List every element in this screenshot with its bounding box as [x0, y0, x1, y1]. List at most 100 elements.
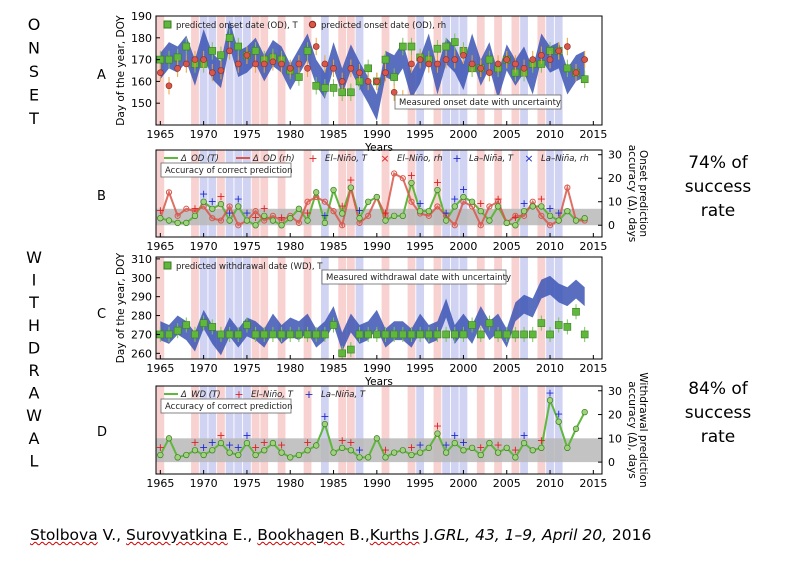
x-tick-label: 2015 — [579, 240, 607, 253]
predicted-rh-point — [243, 51, 251, 59]
el-nino-stripe — [381, 386, 390, 474]
predicted-T-point — [173, 326, 182, 335]
la-nina-stripe — [459, 150, 468, 237]
onset-letter: T — [28, 109, 39, 128]
delta-T-point — [442, 449, 450, 456]
x-tick-label: 1990 — [363, 477, 391, 490]
x-tick-label: 2010 — [536, 240, 564, 253]
el-nino-marker: + — [277, 211, 286, 224]
delta-T-point — [520, 439, 528, 447]
el-nino-stripe — [338, 386, 347, 474]
delta-T-point — [468, 198, 476, 205]
la-nina-stripe — [320, 386, 329, 474]
annotation-box — [160, 398, 292, 414]
predicted-rh-point — [217, 67, 225, 74]
delta-T-point — [183, 451, 190, 459]
el-nino-marker: + — [338, 434, 347, 447]
predicted-rh-point — [174, 65, 181, 72]
el-nino-marker: + — [156, 204, 165, 217]
withdrawal-letter: T — [28, 293, 39, 312]
predicted-rh-point — [234, 60, 242, 68]
y-tick-label: 0 — [608, 456, 615, 469]
el-nino-marker: + — [537, 192, 546, 205]
el-nino-stripe — [346, 257, 355, 359]
delta-T-point — [434, 186, 441, 194]
delta-T-point — [356, 454, 363, 461]
predicted-rh-point — [295, 60, 303, 68]
legend-entry: predicted onset date (OD), rh — [321, 21, 446, 31]
legend-entry: La–Niña, T — [321, 390, 366, 400]
panel-c: 1965 1970 1975 1980 1985 1990 1995 2000 2005 2010… — [97, 252, 607, 388]
y-tick-label: 260 — [131, 347, 152, 360]
x-tick-label: 1970 — [190, 477, 218, 490]
predicted-rh-point — [468, 60, 476, 68]
el-nino-stripe — [338, 257, 347, 359]
predicted-rh-point — [364, 78, 372, 85]
la-nina-stripe — [450, 386, 459, 474]
delta-T-point — [468, 444, 476, 451]
x-tick-label: 1985 — [320, 477, 348, 490]
y-tick-label: 170 — [131, 54, 152, 67]
y-tick-label: 310 — [131, 253, 152, 266]
citation: Stolbova V., Surovyatkina E., Bookhagen … — [30, 526, 651, 544]
el-nino-stripe — [407, 386, 416, 474]
el-nino-stripe — [476, 150, 485, 237]
el-nino-stripe — [217, 150, 225, 237]
la-nina-marker: + — [416, 197, 425, 210]
legend-entry: Δ_OD (T) — [180, 154, 219, 164]
predicted-T-point — [329, 84, 338, 92]
legend-marker: + — [304, 388, 313, 401]
predicted-T-point — [468, 321, 476, 329]
y-tick-label: 20 — [608, 409, 622, 422]
predicted-T-point — [199, 319, 208, 327]
delta-T-point — [494, 449, 502, 456]
delta-T-point — [564, 207, 571, 215]
delta-rh-point — [209, 215, 216, 222]
legend-marker — [163, 261, 172, 270]
el-nino-marker: + — [190, 202, 199, 215]
predicted-rh-point — [494, 60, 502, 68]
predicted-T-point — [528, 330, 537, 339]
legend-entry: El–Niño, T — [325, 154, 368, 164]
el-nino-stripe — [303, 150, 312, 237]
la-nina-marker: + — [519, 197, 528, 210]
el-nino-stripe — [494, 150, 502, 237]
delta-T-point — [165, 217, 173, 224]
predicted-T-point — [208, 47, 217, 55]
legend-marker — [308, 20, 317, 29]
delta-rh-point — [252, 208, 259, 215]
predicted-T-point — [381, 55, 390, 64]
la-nina-stripe — [355, 257, 364, 359]
legend-marker: + — [308, 152, 317, 165]
delta-T-point — [538, 444, 545, 451]
delta-rh-point — [321, 198, 328, 205]
el-nino-marker: + — [190, 436, 199, 449]
el-nino-stripe — [346, 386, 355, 474]
la-nina-stripe — [416, 150, 425, 237]
delta-T-point — [347, 184, 355, 191]
delta-rh-point — [538, 212, 545, 219]
legend-entry: predicted withdrawal date (WD), T — [176, 262, 323, 272]
la-nina-stripe — [199, 257, 208, 359]
citation-separator: B., — [344, 526, 370, 544]
predicted-T-point — [286, 330, 295, 339]
predicted-T-point — [225, 33, 234, 42]
el-nino-marker: + — [251, 211, 260, 224]
predicted-T-point — [338, 349, 346, 358]
y-tick-label: 300 — [131, 272, 152, 285]
delta-T-point — [183, 219, 190, 227]
el-nino-marker: + — [303, 207, 312, 220]
predicted-T-point — [424, 330, 433, 339]
predicted-T-point — [459, 330, 468, 339]
panel-tag: A — [97, 68, 106, 83]
predicted-T-point — [373, 330, 381, 339]
legend: predicted withdrawal date (WD), T — [163, 261, 323, 272]
annotation-box — [321, 269, 507, 285]
delta-T-point — [287, 454, 294, 461]
el-nino-stripe — [156, 257, 165, 359]
la-nina-marker: + — [554, 207, 563, 220]
el-nino-stripe — [251, 386, 260, 474]
el-nino-stripe — [494, 257, 502, 359]
el-nino-stripe — [338, 150, 347, 237]
delta-T-point — [226, 217, 233, 224]
